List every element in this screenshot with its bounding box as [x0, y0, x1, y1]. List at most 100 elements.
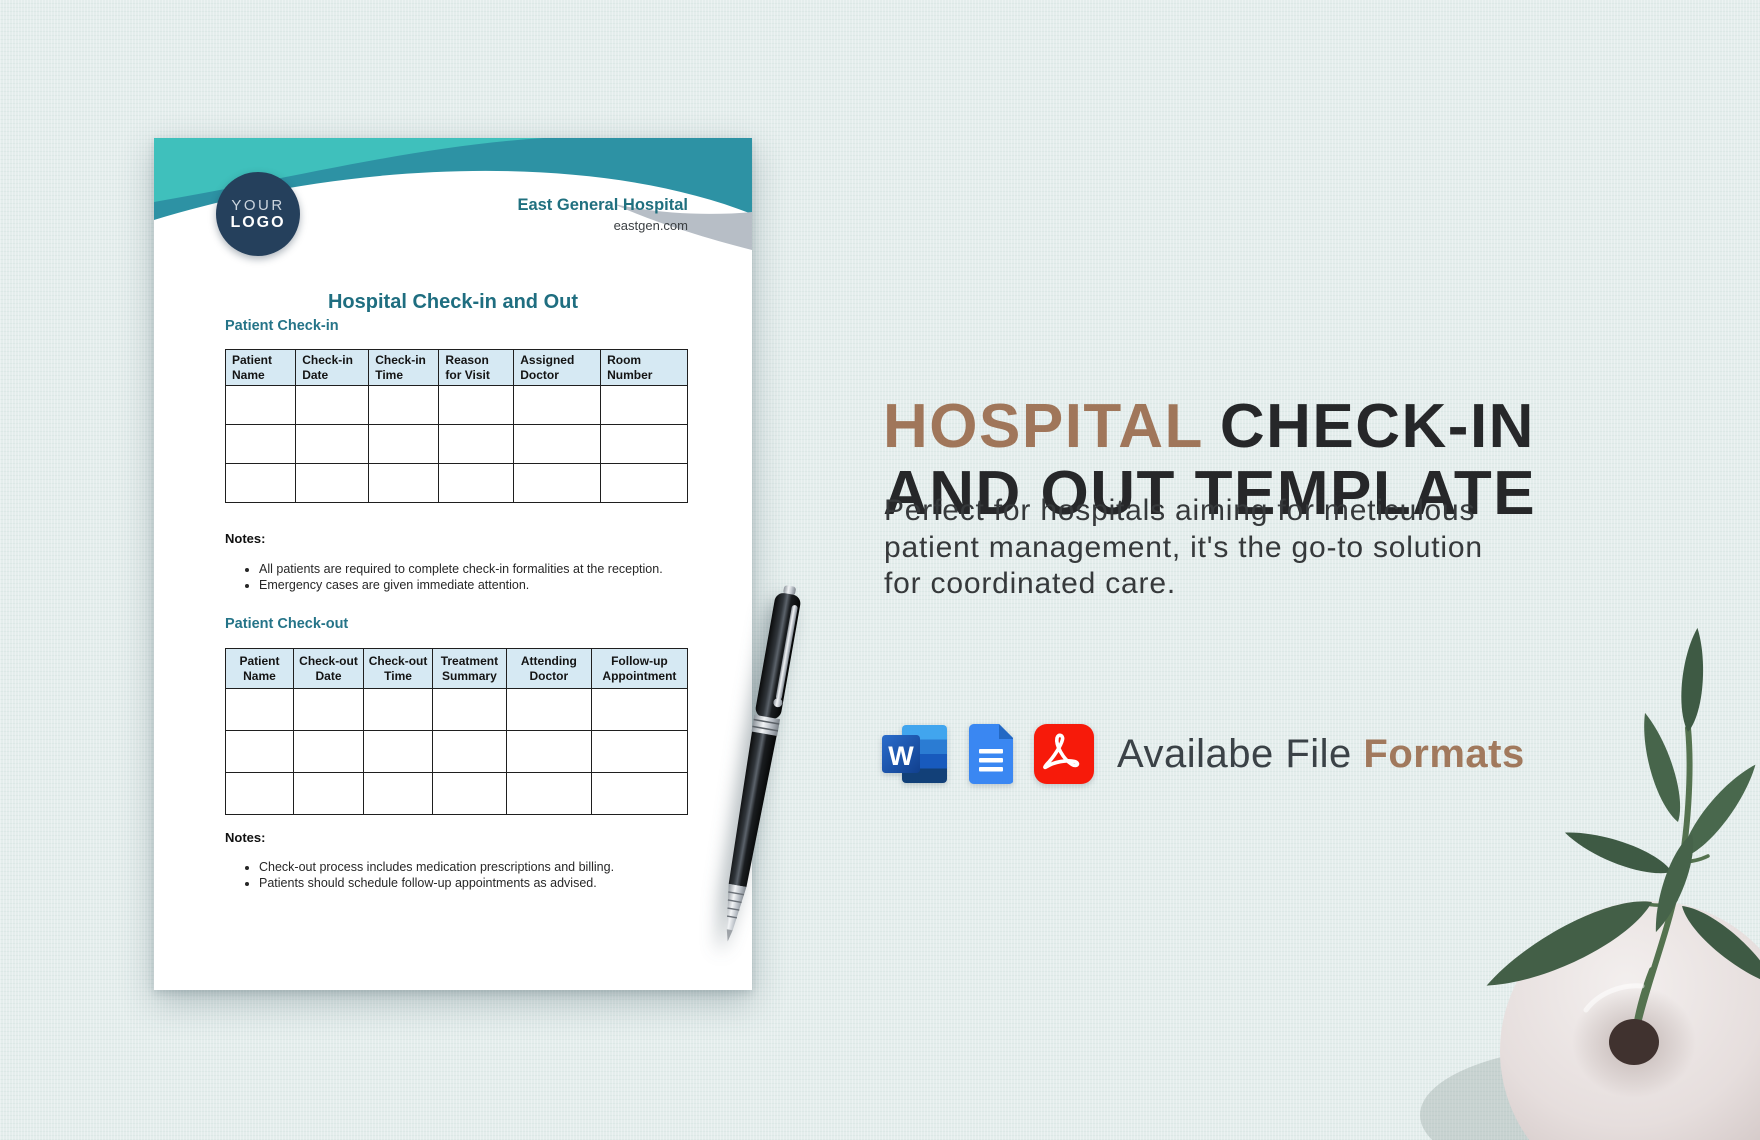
- table-cell: [505, 730, 592, 773]
- table-cell: [224, 463, 297, 504]
- table-cell: [225, 772, 294, 815]
- table-cell: [600, 385, 688, 426]
- table-cell: [225, 730, 294, 773]
- promo-heading-line1-rest: CHECK-IN: [1219, 391, 1535, 461]
- column-header: Follow-up Appointment: [590, 648, 689, 689]
- org-block: East General Hospital eastgen.com: [517, 195, 688, 234]
- column-header: Reason for Visit: [438, 348, 515, 387]
- promo-description-item: Perfect for hospitals aiming for meticul…: [884, 494, 1476, 527]
- table-cell: [505, 688, 592, 731]
- checkout-notes-list-item: Patients should schedule follow-up appoi…: [259, 876, 719, 892]
- table-cell: [513, 463, 602, 504]
- table-row: [225, 688, 689, 731]
- table-row: [224, 463, 688, 504]
- table-cell: [368, 385, 440, 426]
- plant-leaves: [1486, 627, 1760, 986]
- wave-light-teal: [154, 138, 564, 208]
- section-label-checkin: Patient Check-in: [225, 318, 339, 334]
- table-cell: [225, 688, 294, 731]
- table-cell: [590, 688, 689, 731]
- table-cell: [363, 688, 433, 731]
- promo-heading-line1: HOSPITAL CHECK-IN: [883, 392, 1535, 461]
- checkout-notes-label: Notes:: [225, 830, 266, 845]
- checkin-table: Patient Name Check-in Date Check-in Time Re…: [224, 348, 688, 504]
- table-cell: [224, 424, 297, 465]
- promo-description: Perfect for hospitals aiming for meticul…: [884, 493, 1483, 603]
- vase-opening: [1609, 1019, 1659, 1065]
- promo-heading-accent: HOSPITAL: [883, 391, 1204, 461]
- column-header: Patient Name: [225, 648, 294, 689]
- column-header: Check-out Date: [292, 648, 365, 689]
- file-formats-row: W Availabe File Formats: [882, 722, 1525, 786]
- wave-main-teal: [154, 138, 752, 220]
- checkin-notes-list-item: Emergency cases are given immediate atte…: [259, 578, 719, 594]
- table-cell: [438, 424, 515, 465]
- checkin-notes-list: All patients are required to complete ch…: [242, 562, 719, 593]
- column-header: Room Number: [600, 348, 688, 387]
- plant-vase-image: [1420, 627, 1760, 1140]
- column-header: Check-out Time: [363, 648, 433, 689]
- checkout-table: Patient Name Check-out Date Check-out Time…: [225, 648, 689, 815]
- table-cell: [431, 772, 507, 815]
- table-cell: [513, 385, 602, 426]
- promo-description-item: patient management, it's the go-to solut…: [884, 530, 1483, 564]
- table-cell: [600, 463, 688, 504]
- table-row: [224, 424, 688, 465]
- column-header: Patient Name: [224, 348, 297, 387]
- column-header: Check-in Date: [295, 348, 370, 387]
- table-cell: [295, 424, 370, 465]
- table-cell: [295, 385, 370, 426]
- table-cell: [505, 772, 592, 815]
- table-row: [225, 730, 689, 773]
- table-cell: [295, 463, 370, 504]
- table-header-row: Patient Name Check-out Date Check-out Time…: [225, 648, 689, 689]
- logo-badge: YOUR LOGO: [216, 172, 300, 256]
- promo-heading-line2: AND OUT TEMPLATE: [883, 458, 1537, 528]
- document-paper: YOUR LOGO East General Hospital eastgen.…: [154, 138, 752, 990]
- pdf-icon: [1034, 724, 1094, 784]
- column-header: Assigned Doctor: [513, 348, 602, 387]
- org-website: eastgen.com: [613, 218, 688, 233]
- checkout-notes-list: Check-out process includes medication pr…: [242, 860, 719, 891]
- table-cell: [368, 424, 440, 465]
- table-cell: [292, 688, 365, 731]
- formats-label: Availabe File Formats: [1117, 732, 1525, 777]
- column-header: Attending Doctor: [505, 648, 592, 689]
- table-cell: [513, 424, 602, 465]
- logo-text-logo: LOGO: [230, 213, 286, 231]
- table-row: [224, 385, 688, 426]
- pen-image: [726, 585, 801, 942]
- table-cell: [431, 688, 507, 731]
- google-docs-icon: [969, 724, 1013, 784]
- table-cell: [363, 730, 433, 773]
- word-icon: W: [882, 725, 947, 783]
- checkin-notes-list-item: All patients are required to complete ch…: [259, 562, 719, 578]
- document-title: Hospital Check-in and Out: [327, 291, 579, 313]
- column-header: Check-in Time: [368, 348, 440, 387]
- table-cell: [363, 772, 433, 815]
- formats-label-accent: Formats: [1363, 731, 1525, 776]
- table-cell: [590, 730, 689, 773]
- table-cell: [438, 385, 515, 426]
- table-cell: [590, 772, 689, 815]
- table-cell: [292, 730, 365, 773]
- table-cell: [224, 385, 297, 426]
- formats-label-prefix: Availabe File: [1117, 731, 1364, 776]
- wave-gray-wedge: [614, 204, 752, 250]
- table-cell: [431, 730, 507, 773]
- table-header-row: Patient Name Check-in Date Check-in Time Re…: [224, 348, 688, 387]
- table-row: [225, 772, 689, 815]
- logo-text-your: YOUR: [231, 196, 285, 214]
- checkout-notes-list-item: Check-out process includes medication pr…: [259, 860, 719, 876]
- section-label-checkout: Patient Check-out: [225, 616, 349, 632]
- table-cell: [292, 772, 365, 815]
- column-header: Treatment Summary: [431, 648, 507, 689]
- checkin-notes-label: Notes:: [225, 531, 266, 546]
- svg-text:W: W: [888, 741, 914, 771]
- table-cell: [600, 424, 688, 465]
- header-wave-graphic: [154, 138, 752, 250]
- org-name: East General Hospital: [517, 196, 688, 214]
- table-cell: [368, 463, 440, 504]
- promo-description-item: for coordinated care.: [884, 567, 1176, 600]
